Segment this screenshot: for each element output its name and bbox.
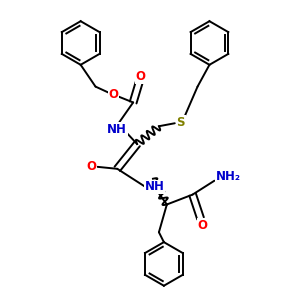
Text: NH₂: NH₂	[216, 170, 241, 183]
Text: O: O	[108, 88, 118, 101]
Text: O: O	[86, 160, 97, 173]
Text: O: O	[197, 219, 208, 232]
Text: O: O	[135, 70, 145, 83]
Text: NH: NH	[145, 180, 165, 193]
Text: S: S	[176, 116, 185, 129]
Text: NH: NH	[107, 123, 127, 136]
